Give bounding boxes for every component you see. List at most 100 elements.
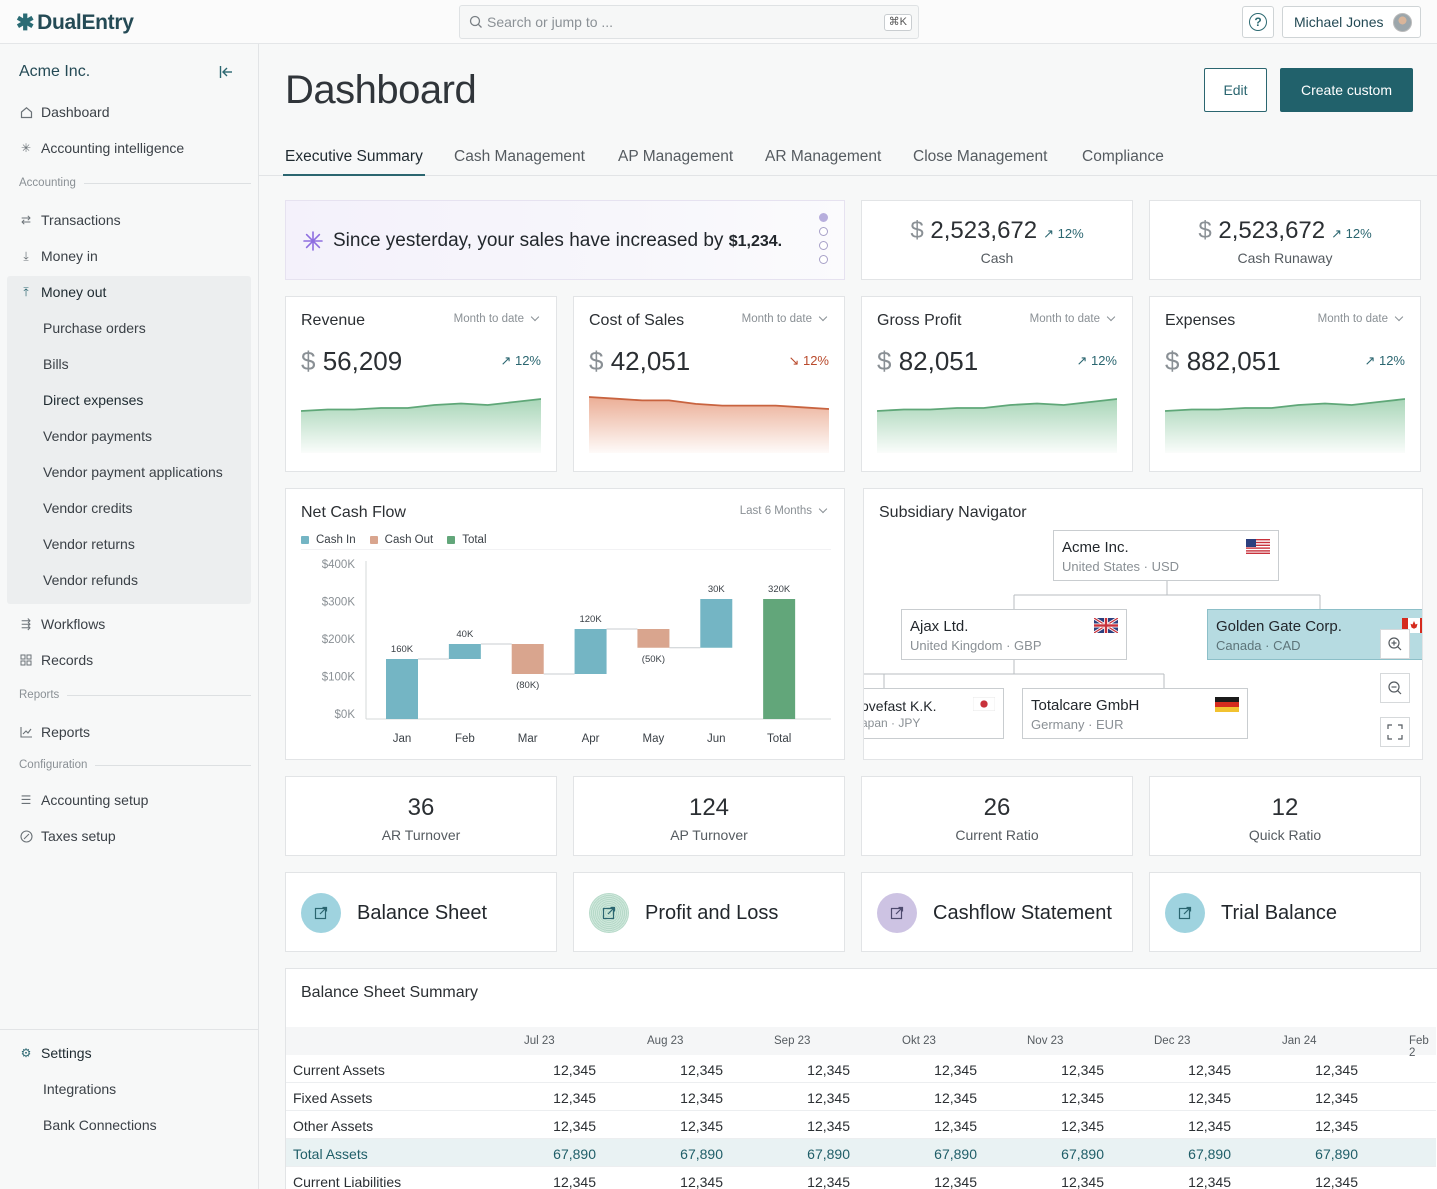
row-label: Current Assets xyxy=(293,1062,385,1078)
zoom-out-button[interactable] xyxy=(1380,673,1410,703)
tab-ap-management[interactable]: AP Management xyxy=(618,148,734,165)
sidebar-subitem-vendor-credits[interactable]: Vendor credits xyxy=(43,500,133,516)
tab-ar-management[interactable]: AR Management xyxy=(765,148,882,165)
balance-sheet-summary-card: Balance Sheet Summary Jul 23 Aug 23 Sep … xyxy=(285,968,1437,1189)
data-label: 120K xyxy=(579,614,602,625)
sidebar-subitem-vendor-payments[interactable]: Vendor payments xyxy=(43,428,152,444)
sidebar-subitem-purchase-orders[interactable]: Purchase orders xyxy=(43,320,146,336)
carousel-dot[interactable] xyxy=(819,213,828,222)
sidebar-item-label: Workflows xyxy=(41,616,106,632)
external-link-icon xyxy=(1165,893,1205,933)
sidebar-item-accounting-intelligence[interactable]: ✳ Accounting intelligence xyxy=(19,136,184,160)
report-link-trial-balance[interactable]: Trial Balance xyxy=(1149,872,1421,952)
search-icon xyxy=(469,15,482,28)
kpi-card-cash-runaway[interactable]: $ 2,523,672 ↗ 12% Cash Runaway xyxy=(1149,200,1421,280)
metric-card-expenses[interactable]: Expenses Month to date $ 882,051 ↗ 12% xyxy=(1149,296,1421,472)
column-header: Okt 23 xyxy=(902,1035,936,1047)
sidebar-item-reports[interactable]: Reports xyxy=(19,720,90,744)
sidebar-subitem-vendor-refunds[interactable]: Vendor refunds xyxy=(43,572,138,588)
app-logo[interactable]: ✱ DualEntry xyxy=(16,10,134,36)
table-cell: 12,345 xyxy=(553,1174,596,1189)
grid-icon xyxy=(19,653,33,667)
user-menu-button[interactable]: Michael Jones xyxy=(1282,6,1421,38)
period-dropdown[interactable]: Month to date xyxy=(1030,312,1116,325)
metric-card-revenue[interactable]: Revenue Month to date $ 56,209 ↗ 12% xyxy=(285,296,557,472)
table-cell: 12,345 xyxy=(553,1090,596,1106)
carousel-dot[interactable] xyxy=(819,227,828,236)
sidebar-item-dashboard[interactable]: Dashboard xyxy=(19,100,110,124)
tab-cash-management[interactable]: Cash Management xyxy=(454,148,585,165)
tab-compliance[interactable]: Compliance xyxy=(1082,148,1164,165)
bar-jan xyxy=(386,659,418,719)
help-button[interactable]: ? xyxy=(1242,6,1274,38)
carousel-dot[interactable] xyxy=(819,255,828,264)
fullscreen-button[interactable] xyxy=(1380,717,1410,747)
sparkline-area xyxy=(301,399,541,453)
subsidiary-node-lovefast[interactable]: ovefast K.K. apan · JPY xyxy=(864,688,1004,739)
edit-button[interactable]: Edit xyxy=(1204,68,1267,112)
period-dropdown[interactable]: Month to date xyxy=(742,312,828,325)
period-dropdown[interactable]: Month to date xyxy=(454,312,540,325)
row-label: Other Assets xyxy=(293,1118,374,1134)
report-link-profit-and-loss[interactable]: Profit and Loss xyxy=(573,872,845,952)
sidebar-item-settings[interactable]: ⚙ Settings xyxy=(19,1041,92,1065)
kpi-card-cash[interactable]: $ 2,523,672 ↗ 12% Cash xyxy=(861,200,1133,280)
search-input[interactable] xyxy=(487,11,867,33)
table-row[interactable]: Other Assets 12,345 12,345 12,345 12,345 12,3… xyxy=(286,1111,1436,1139)
carousel-dot[interactable] xyxy=(819,241,828,250)
subsidiary-node-totalcare[interactable]: Totalcare GmbH Germany · EUR xyxy=(1022,688,1248,739)
y-tick-label: $400K xyxy=(322,559,356,571)
ratio-label: AP Turnover xyxy=(670,827,748,843)
external-link-icon xyxy=(589,893,629,933)
sidebar-item-transactions[interactable]: ⇄ Transactions xyxy=(19,208,121,232)
sidebar-item-taxes-setup[interactable]: Taxes setup xyxy=(19,824,116,848)
table-row[interactable]: Current Liabilities 12,345 12,345 12,345 12,… xyxy=(286,1167,1436,1189)
sidebar-subitem-vendor-payment-applications[interactable]: Vendor payment applications xyxy=(43,464,223,480)
sidebar-item-money-out[interactable]: ⤒ Money out xyxy=(19,280,106,304)
ratio-card-quick-ratio[interactable]: 12 Quick Ratio xyxy=(1149,776,1421,856)
ratio-card-current-ratio[interactable]: 26 Current Ratio xyxy=(861,776,1133,856)
sidebar-subitem-integrations[interactable]: Integrations xyxy=(43,1081,117,1097)
metric-card-cost-of-sales[interactable]: Cost of Sales Month to date $ 42,051 ↘ 1… xyxy=(573,296,845,472)
metric-card-gross-profit[interactable]: Gross Profit Month to date $ 82,051 ↗ 12… xyxy=(861,296,1133,472)
sparkline-line xyxy=(877,398,1117,412)
tab-close-management[interactable]: Close Management xyxy=(913,148,1048,165)
chevron-down-icon xyxy=(530,312,540,322)
search-box[interactable]: ⌘K xyxy=(459,5,919,39)
zoom-in-button[interactable] xyxy=(1380,629,1410,659)
metric-value: $ 882,051 xyxy=(1165,346,1281,376)
tab-executive-summary[interactable]: Executive Summary xyxy=(283,148,425,176)
sidebar-subitem-vendor-returns[interactable]: Vendor returns xyxy=(43,536,135,552)
x-tick-label: Jun xyxy=(707,733,726,745)
create-custom-button[interactable]: Create custom xyxy=(1280,68,1413,112)
subsidiary-node-ajax[interactable]: Ajax Ltd. United Kingdom · GBP xyxy=(901,609,1127,660)
x-tick-label: Apr xyxy=(582,733,600,745)
net-cash-flow-card: Net Cash Flow Last 6 Months Cash In Cash… xyxy=(285,488,845,760)
period-dropdown[interactable]: Month to date xyxy=(1318,312,1404,325)
sidebar-item-workflows[interactable]: ⇶ Workflows xyxy=(19,612,105,636)
report-link-balance-sheet[interactable]: Balance Sheet xyxy=(285,872,557,952)
subsidiary-node-acme[interactable]: Acme Inc. United States · USD xyxy=(1053,530,1279,581)
sidebar-item-records[interactable]: Records xyxy=(19,648,93,672)
ratio-card-ar-turnover[interactable]: 36 AR Turnover xyxy=(285,776,557,856)
chevron-down-icon xyxy=(1394,312,1404,322)
table-row[interactable]: Current Assets 12,345 12,345 12,345 12,345 12… xyxy=(286,1055,1436,1083)
sidebar-subitem-direct-expenses[interactable]: Direct expenses xyxy=(43,392,144,408)
collapse-sidebar-icon[interactable] xyxy=(218,64,234,80)
sidebar-item-label: Dashboard xyxy=(41,104,110,120)
carousel-dots[interactable] xyxy=(819,213,829,269)
table-cell: 12,345 xyxy=(1188,1174,1231,1189)
table-cell: 12,345 xyxy=(807,1090,850,1106)
period-dropdown[interactable]: Last 6 Months xyxy=(740,504,828,517)
section-accounting: Accounting xyxy=(19,177,251,189)
report-link-cashflow-statement[interactable]: Cashflow Statement xyxy=(861,872,1133,952)
ratio-card-ap-turnover[interactable]: 124 AP Turnover xyxy=(573,776,845,856)
workflow-icon: ⇶ xyxy=(20,617,32,631)
sidebar-subitem-bank-connections[interactable]: Bank Connections xyxy=(43,1117,157,1133)
sidebar-item-accounting-setup[interactable]: ☰ Accounting setup xyxy=(19,788,149,812)
table-row[interactable]: Fixed Assets 12,345 12,345 12,345 12,345 12,3… xyxy=(286,1083,1436,1111)
sidebar-item-money-in[interactable]: ⤓ Money in xyxy=(19,244,97,268)
table-row[interactable]: Total Assets 67,890 67,890 67,890 67,890 67,8… xyxy=(286,1139,1436,1167)
sidebar-subitem-bills[interactable]: Bills xyxy=(43,356,69,372)
org-switcher[interactable]: Acme Inc. xyxy=(19,63,91,80)
